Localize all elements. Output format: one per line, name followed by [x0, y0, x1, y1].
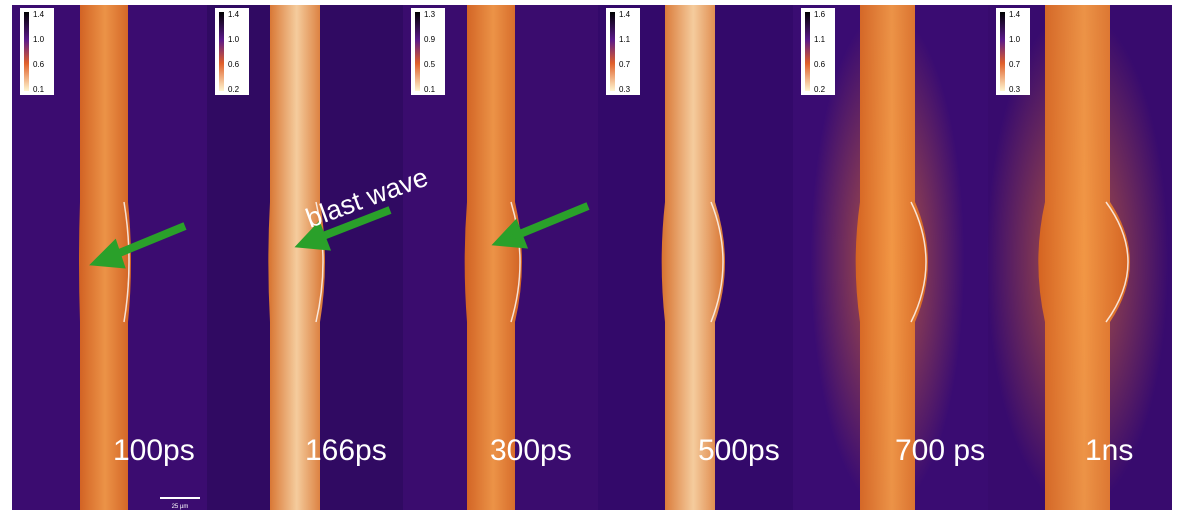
time-label: 700 ps: [895, 434, 985, 467]
sample-strip: [1038, 5, 1130, 510]
shock-front: [910, 201, 927, 323]
colorbar: [610, 12, 615, 91]
colorbar-label: 0.5: [424, 60, 436, 69]
shock-front: [315, 201, 324, 323]
colorbar-label: 1.1: [619, 35, 631, 44]
shock-front: [1105, 201, 1129, 323]
colorbar-label: 1.4: [619, 10, 631, 19]
colorbar-label: 1.4: [1009, 10, 1021, 19]
arrow-head: [491, 218, 529, 249]
panel: 1.6 1.1 0.6 0.2 700 ps: [793, 5, 988, 510]
colorbar: [415, 12, 420, 91]
colorbar-label: 1.6: [814, 10, 826, 19]
colorbar-label: 1.4: [33, 10, 45, 19]
sample-strip: [268, 5, 325, 510]
shock-front: [710, 201, 724, 323]
colorbar-label: 0.6: [33, 60, 45, 69]
arrow-head: [294, 220, 332, 251]
arrow: [513, 202, 590, 240]
panels: 1.4 1.0 0.6 0.1 100ps 1.4 1.0 0.6 0.2 166ps 1.3 0.9…: [12, 5, 1172, 510]
colorbar-label: 0.3: [1009, 85, 1021, 94]
time-label: 500ps: [698, 434, 780, 467]
colorbar-label: 1.0: [228, 35, 240, 44]
colorbar-label: 0.3: [619, 85, 631, 94]
time-label: 1ns: [1085, 434, 1133, 467]
colorbar-label: 1.4: [228, 10, 240, 19]
colorbar-label: 0.2: [228, 85, 240, 94]
colorbar-label: 1.0: [33, 35, 45, 44]
panel: 1.3 0.9 0.5 0.1 300ps: [403, 5, 598, 510]
arrow: [110, 222, 187, 260]
time-label: 300ps: [490, 434, 572, 467]
colorbar: [24, 12, 29, 91]
arrow: [316, 206, 392, 242]
time-label: 166ps: [305, 434, 387, 467]
shock-front: [123, 201, 130, 323]
colorbar: [805, 12, 810, 91]
colorbar-label: 0.2: [814, 85, 826, 94]
colorbar-label: 1.0: [1009, 35, 1021, 44]
colorbar-label: 0.9: [424, 35, 436, 44]
colorbar: [219, 12, 224, 91]
colorbar-label: 0.6: [814, 60, 826, 69]
scale-bar-label: 25 µm: [172, 504, 189, 510]
colorbar-label: 0.6: [228, 60, 240, 69]
sample-strip: [661, 5, 725, 510]
colorbar-label: 1.1: [814, 35, 826, 44]
panel: 1.4 1.0 0.6 0.2 166ps: [207, 5, 403, 510]
arrow-head: [89, 238, 126, 269]
colorbar-label: 0.1: [424, 85, 436, 94]
colorbar-label: 0.7: [1009, 60, 1021, 69]
colorbar-label: 0.1: [33, 85, 45, 94]
panel: 1.4 1.0 0.7 0.3 1ns: [986, 5, 1172, 510]
shock-front: [510, 201, 521, 323]
panel: 1.4 1.1 0.7 0.3 500ps: [598, 5, 793, 510]
time-label: 100ps: [113, 434, 195, 467]
colorbar-label: 0.7: [619, 60, 631, 69]
colorbar: [1000, 12, 1005, 91]
sample-strip: [464, 5, 522, 510]
colorbar-label: 1.3: [424, 10, 436, 19]
sample-strip: [855, 5, 928, 510]
arrows: [89, 202, 590, 269]
